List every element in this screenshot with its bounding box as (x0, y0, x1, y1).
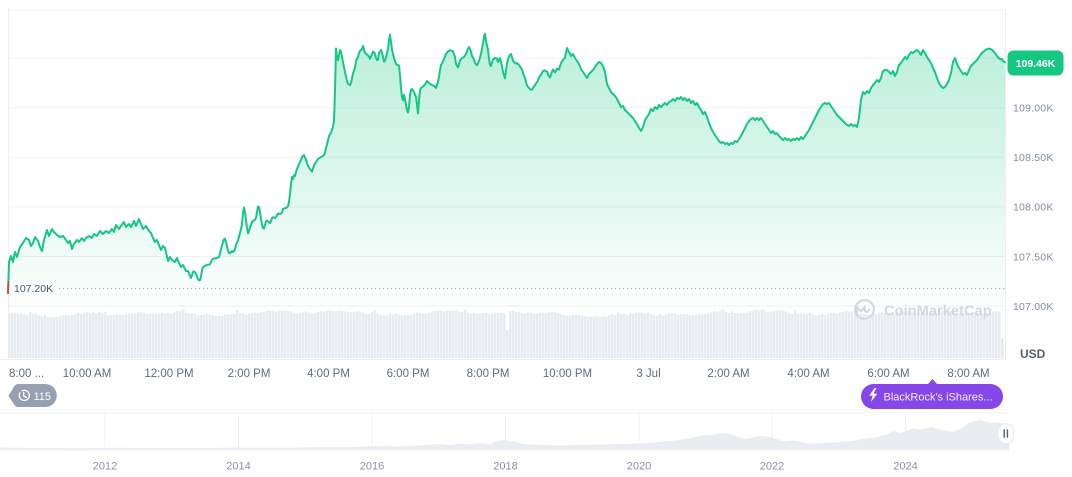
svg-text:10:00 PM: 10:00 PM (543, 368, 592, 380)
svg-text:USD: USD (1020, 347, 1046, 361)
svg-text:10:00 AM: 10:00 AM (63, 368, 112, 380)
svg-text:2018: 2018 (493, 461, 517, 473)
svg-text:4:00 AM: 4:00 AM (787, 368, 829, 380)
svg-text:CoinMarketCap: CoinMarketCap (884, 304, 992, 320)
svg-text:6:00 AM: 6:00 AM (867, 368, 909, 380)
svg-text:6:00 PM: 6:00 PM (387, 368, 430, 380)
svg-text:107.50K: 107.50K (1013, 251, 1054, 263)
svg-text:8:00 ...: 8:00 ... (9, 368, 44, 380)
svg-text:2012: 2012 (93, 461, 117, 473)
svg-text:109.46K: 109.46K (1016, 58, 1056, 70)
svg-text:2024: 2024 (893, 461, 917, 473)
svg-text:2014: 2014 (226, 461, 250, 473)
svg-text:8:00 PM: 8:00 PM (467, 368, 510, 380)
svg-text:108.00K: 108.00K (1013, 202, 1054, 214)
svg-text:BlackRock's iShares...: BlackRock's iShares... (884, 392, 993, 404)
svg-text:107.00K: 107.00K (1013, 301, 1054, 313)
svg-text:2020: 2020 (627, 461, 651, 473)
svg-text:2022: 2022 (760, 461, 784, 473)
svg-text:115: 115 (34, 391, 52, 403)
svg-text:107.20K: 107.20K (14, 283, 53, 295)
svg-text:8:00 AM: 8:00 AM (947, 368, 989, 380)
svg-text:2:00 AM: 2:00 AM (707, 368, 749, 380)
svg-text:108.50K: 108.50K (1013, 152, 1054, 164)
svg-text:109.00K: 109.00K (1013, 103, 1054, 115)
svg-text:12:00 PM: 12:00 PM (144, 368, 193, 380)
svg-text:2016: 2016 (360, 461, 384, 473)
svg-text:4:00 PM: 4:00 PM (307, 368, 350, 380)
svg-text:3 Jul: 3 Jul (636, 368, 660, 380)
svg-text:2:00 PM: 2:00 PM (228, 368, 271, 380)
